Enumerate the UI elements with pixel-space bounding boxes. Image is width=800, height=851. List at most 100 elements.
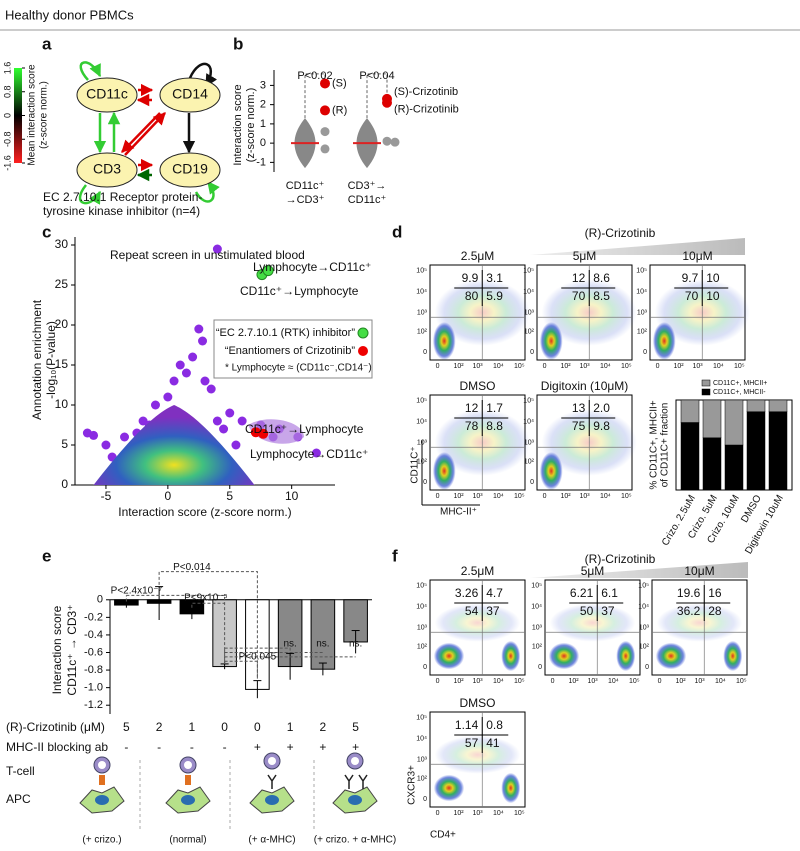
- tick-label: 10³: [524, 309, 535, 316]
- y-tick-label: 0: [97, 594, 103, 606]
- tick-label: 0: [658, 678, 662, 685]
- row-value: 2: [156, 720, 163, 734]
- cell-density: [723, 640, 743, 672]
- point: [206, 384, 216, 394]
- tick-label: 10⁵: [621, 363, 632, 370]
- tick-label: 10⁴: [638, 603, 649, 610]
- panel-label: c: [42, 222, 51, 241]
- quadrant-value: 50: [580, 604, 594, 618]
- quadrant-value: 10: [706, 289, 720, 303]
- tick-label: 10³: [417, 309, 428, 316]
- row-label: MHC-II blocking ab: [6, 740, 108, 754]
- colorbar-tick-label: -1.6: [2, 155, 12, 171]
- tick-label: 0: [423, 479, 427, 486]
- y-tick-label: 25: [55, 277, 69, 291]
- tick-label: 10⁵: [736, 678, 747, 685]
- tick-label: 10³: [587, 678, 598, 685]
- tick-label: 0: [643, 349, 647, 356]
- node-label: CD14: [172, 86, 208, 102]
- row-value: +: [319, 740, 326, 754]
- quadrant-value: 28: [708, 604, 722, 618]
- quadrant-value: 8.6: [593, 271, 610, 285]
- tick-label: 10⁴: [493, 678, 504, 685]
- quadrant-value: 1.7: [486, 401, 503, 415]
- tick-label: 10⁴: [715, 678, 726, 685]
- point: [150, 400, 160, 410]
- y-axis-label: CXCR3+: [407, 765, 418, 805]
- significance-bracket: [191, 602, 225, 608]
- x-axis-label: CD4+: [430, 830, 456, 841]
- y-tick-label: 2: [260, 99, 266, 111]
- tick-label: 0: [423, 349, 427, 356]
- tick-label: 10³: [579, 493, 590, 500]
- plot-label: 2.5μM: [461, 249, 495, 263]
- bar-segment: [680, 399, 700, 423]
- quadrant-value: 6.21: [570, 586, 594, 600]
- row-value: 0: [254, 720, 261, 734]
- plot-label: 5μM: [581, 564, 605, 578]
- bar-segment: [702, 399, 722, 439]
- dose-wedge: [530, 562, 748, 578]
- row-value: -: [157, 740, 161, 754]
- tick-label: 10²: [417, 775, 428, 782]
- point-label: (R)-Crizotinib: [394, 104, 459, 116]
- row-value: -: [223, 740, 227, 754]
- y-tick-label: 30: [55, 237, 69, 251]
- tick-label: 10²: [568, 678, 579, 685]
- tick-label: 10²: [560, 493, 571, 500]
- cell-density: [548, 642, 580, 670]
- tick-label: 10³: [579, 363, 590, 370]
- quadrant-value: 70: [685, 289, 699, 303]
- tick-label: 0: [436, 810, 440, 817]
- colorbar-title: (z-score norm.): [39, 81, 50, 149]
- tick-label: 0: [645, 664, 649, 671]
- row-value: -: [190, 740, 194, 754]
- legend-label: “EC 2.7.10.1 (RTK) inhibitor”: [216, 327, 356, 339]
- quadrant-value: 80: [465, 289, 479, 303]
- tick-label: 10²: [453, 810, 464, 817]
- plot-label: DMSO: [460, 379, 496, 393]
- group-label: →CD3⁺: [286, 194, 325, 206]
- panel-title: (R)-Crizotinib: [585, 226, 656, 240]
- tick-label: 0: [543, 363, 547, 370]
- x-tick-label: 5: [226, 489, 233, 503]
- quadrant-value: 5.9: [486, 289, 503, 303]
- grey-point: [390, 137, 400, 147]
- header-title: Healthy donor PBMCs: [5, 7, 134, 22]
- cell-density: [616, 640, 636, 672]
- tick-label: 10⁵: [416, 715, 427, 722]
- row-value: 5: [123, 720, 130, 734]
- point: [212, 244, 222, 254]
- significance-bracket: [224, 647, 356, 664]
- point: [311, 448, 321, 458]
- significance-bracket: [224, 660, 258, 679]
- quadrant-value: 9.7: [682, 271, 699, 285]
- point-label: (S): [332, 77, 347, 89]
- point: [212, 416, 222, 426]
- annotation: Lymphocyte→CD11c⁺: [253, 260, 371, 274]
- colorbar: [14, 68, 22, 163]
- quadrant-value: 78: [465, 419, 479, 433]
- tick-label: 0: [551, 678, 555, 685]
- tick-label: 10⁴: [416, 735, 427, 742]
- p-value: P<2.4x10⁻⁷: [111, 586, 163, 597]
- tick-label: 10⁴: [608, 678, 619, 685]
- caption: EC 2.7.10.1 Receptor protein-: [43, 190, 202, 204]
- row-value: 2: [320, 720, 327, 734]
- y-tick-label: 10: [55, 397, 69, 411]
- quadrant-value: 4.7: [486, 586, 503, 600]
- tick-label: 10²: [417, 328, 428, 335]
- quadrant-value: 54: [465, 604, 479, 618]
- tick-label: 10³: [524, 439, 535, 446]
- annotation: CD11c⁺→Lymphocyte: [245, 422, 364, 436]
- network: [78, 61, 220, 205]
- bracket: [304, 73, 326, 119]
- panel-label: b: [233, 34, 243, 53]
- bar-segment: [746, 399, 766, 412]
- x-tick-label: 0: [165, 489, 172, 503]
- quadrant-value: 3.26: [455, 586, 479, 600]
- tick-label: 10⁵: [523, 268, 534, 275]
- tick-label: 10⁴: [600, 493, 611, 500]
- quadrant-value: 0.8: [486, 718, 503, 732]
- cell-label: APC: [6, 792, 31, 806]
